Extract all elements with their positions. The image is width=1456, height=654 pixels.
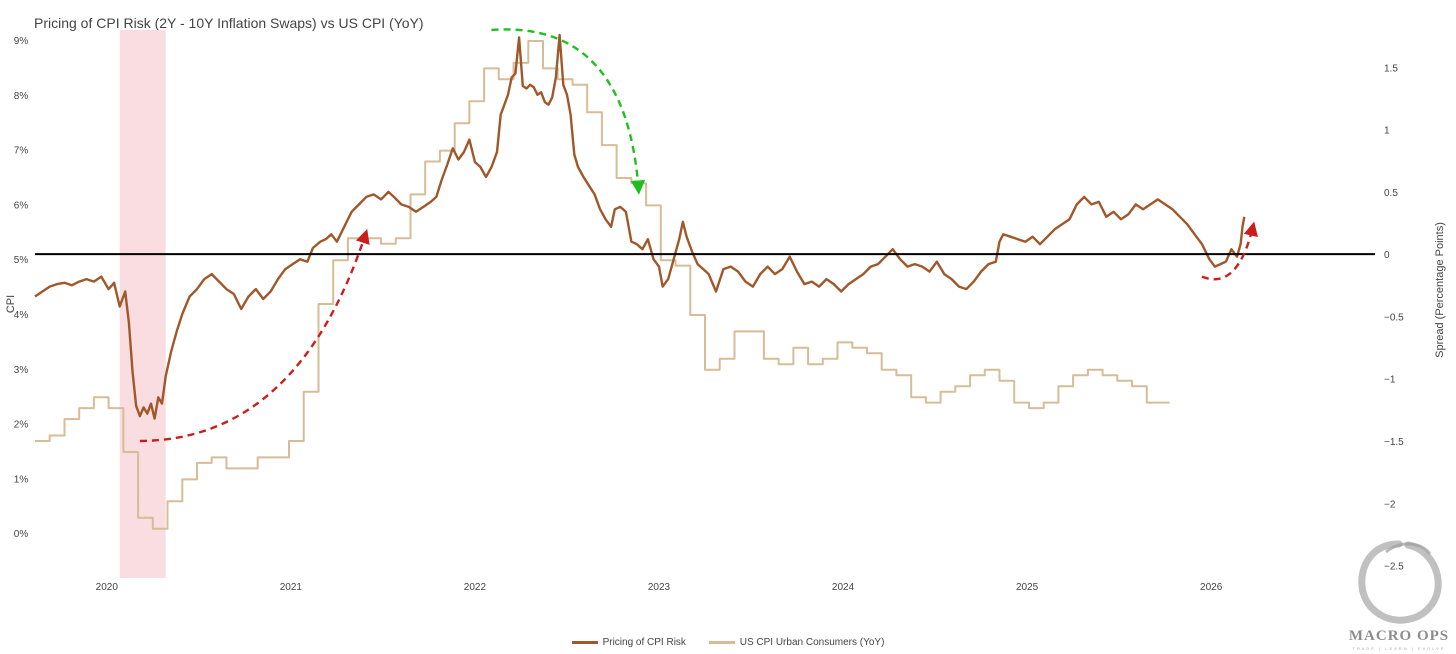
annotation-arrow-1: [139, 229, 370, 443]
legend-item-us-cpi[interactable]: US CPI Urban Consumers (YoY): [708, 637, 885, 648]
left-tick-label: 4%: [14, 310, 29, 321]
legend-label-cpi-risk: Pricing of CPI Risk: [602, 637, 686, 648]
x-tick-label: 2026: [1200, 582, 1223, 593]
x-tick-label: 2025: [1016, 582, 1039, 593]
right-tick-label: −1: [1384, 375, 1396, 386]
x-tick-label: 2022: [464, 582, 487, 593]
right-tick-label: −0.5: [1384, 312, 1404, 323]
left-tick-label: 6%: [14, 200, 29, 211]
right-tick-label: −1.5: [1384, 437, 1404, 448]
legend-swatch-cpi-risk: [571, 641, 598, 644]
x-tick-label: 2020: [96, 582, 119, 593]
logo-circle-icon: [1358, 540, 1442, 624]
series-line-cpi-risk: [34, 33, 1246, 420]
chart-title: Pricing of CPI Risk (2Y - 10Y Inflation …: [34, 15, 424, 31]
left-tick-label: 3%: [14, 365, 29, 376]
series-line-us-cpi: [35, 40, 1170, 530]
left-tick-label: 9%: [14, 36, 29, 47]
annotation-arrow-3: [1201, 221, 1258, 281]
chart-legend: Pricing of CPI Risk US CPI Urban Consume…: [0, 636, 1456, 648]
legend-label-us-cpi: US CPI Urban Consumers (YoY): [739, 637, 885, 648]
left-tick-label: 5%: [14, 255, 29, 266]
right-tick-label: 0.5: [1384, 188, 1398, 199]
x-tick-label: 2023: [648, 582, 671, 593]
right-tick-label: 0: [1384, 250, 1390, 261]
macro-ops-logo: MACRO OPS TRADE | LEARN | EVOLVE: [1346, 532, 1452, 652]
x-tick-label: 2024: [832, 582, 855, 593]
annotation-arrow-2: [491, 28, 646, 195]
right-tick-label: 1.5: [1384, 63, 1398, 74]
logo-subtext: TRADE | LEARN | EVOLVE: [1352, 646, 1446, 651]
left-tick-label: 7%: [14, 146, 29, 157]
left-tick-label: 8%: [14, 91, 29, 102]
right-tick-label: −2.5: [1384, 562, 1404, 573]
logo-text: MACRO OPS: [1348, 628, 1450, 644]
left-tick-label: 0%: [14, 529, 29, 540]
right-axis-title: Spread (Percentage Points): [1434, 222, 1446, 358]
right-tick-label: 1: [1384, 126, 1390, 137]
left-tick-label: 2%: [14, 420, 29, 431]
left-axis-title: CPI: [5, 295, 17, 313]
left-tick-label: 1%: [14, 474, 29, 485]
legend-swatch-us-cpi: [708, 641, 735, 644]
legend-item-cpi-risk[interactable]: Pricing of CPI Risk: [571, 637, 686, 648]
right-tick-label: −2: [1384, 499, 1396, 510]
x-tick-label: 2021: [280, 582, 303, 593]
